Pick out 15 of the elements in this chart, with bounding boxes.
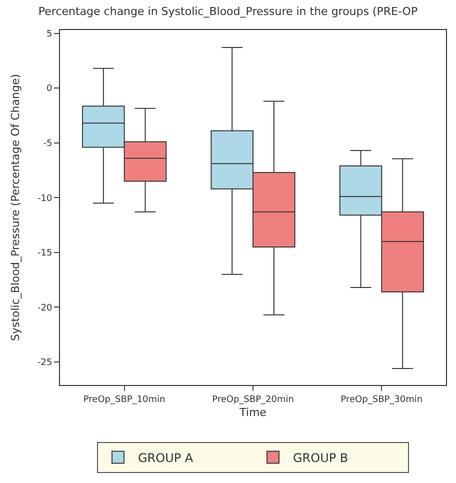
x-tick-label: PreOp_SBP_20min	[212, 394, 294, 405]
y-tick-label: -5	[43, 139, 52, 149]
y-tick-label: -15	[37, 248, 52, 259]
y-tick-label: -10	[37, 194, 52, 204]
legend-label: GROUP A	[138, 450, 194, 465]
y-tick-label: 5	[46, 29, 52, 40]
y-axis-title: Systolic_Blood_Pressure (Percentage Of Change)	[9, 74, 22, 342]
legend-label: GROUP B	[293, 450, 348, 465]
x-tick-label: PreOp_SBP_10min	[83, 394, 166, 405]
x-axis-title: Time	[238, 406, 267, 419]
y-tick-label: -20	[37, 303, 52, 314]
chart-title: Percentage change in Systolic_Blood_Pressure in the groups (PRE-OP	[38, 4, 418, 18]
y-tick-label: 0	[46, 84, 52, 94]
y-tick-label: -25	[37, 358, 52, 368]
x-tick-label: PreOp_SBP_30min	[340, 394, 423, 405]
